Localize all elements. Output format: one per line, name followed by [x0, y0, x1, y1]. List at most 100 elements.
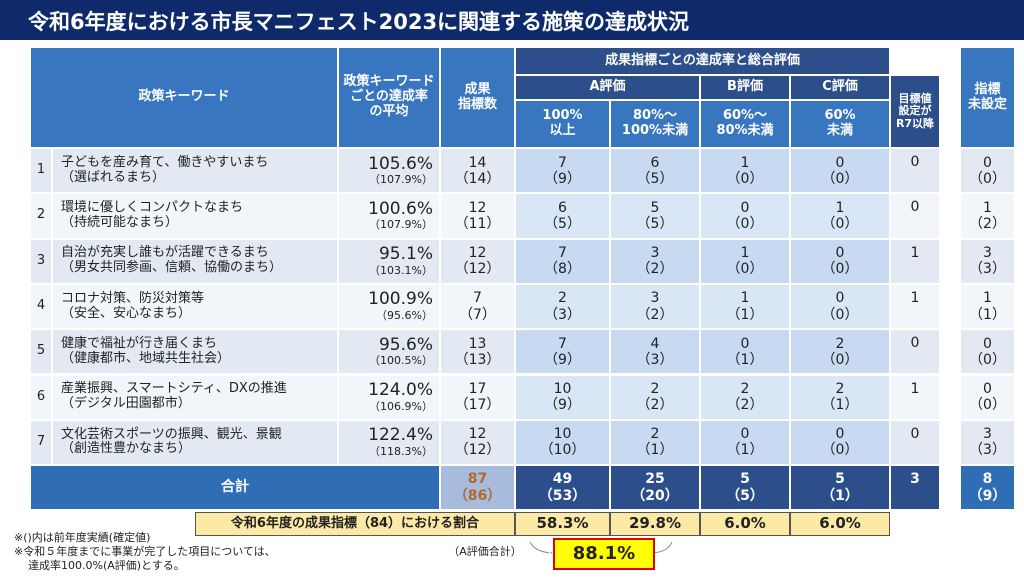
row-r7: 1: [890, 238, 940, 284]
row-cell: 17 （17）: [440, 374, 515, 420]
row-no: 4: [30, 283, 52, 330]
row-cell-text: （0）: [821, 306, 859, 323]
ratio-value: 58.3%: [515, 512, 610, 536]
total-cell: 25 （20）: [610, 465, 700, 510]
row-rate-text: （106.9%）: [369, 399, 433, 413]
row-no-text: 1: [36, 162, 46, 178]
row-cell: 7 （7）: [440, 283, 515, 330]
header-c1-text: 60%: [824, 108, 856, 124]
row-cell-text: 0: [835, 426, 845, 443]
row-rate-text: （95.6%）: [376, 308, 433, 322]
ratio-value: 29.8%: [610, 512, 700, 536]
row-cell-text: 0: [740, 199, 750, 216]
row-cell-text: 13: [468, 335, 487, 352]
total-cell-text: （86）: [453, 487, 502, 504]
row-keyword-text: 健康で福祉が行き届くまち: [61, 335, 218, 351]
row-cell: 4 （3）: [610, 329, 700, 375]
row-cell: 0 （0）: [790, 419, 890, 466]
row-cell: 0 （0）: [790, 148, 890, 194]
row-cell-text: （9）: [544, 397, 581, 414]
row-unset-text: （0）: [969, 351, 1006, 368]
row-cell-text: 12: [468, 199, 487, 216]
header-unset: 指標 未設定: [960, 47, 1015, 148]
row-cell-text: 12: [468, 426, 487, 443]
row-rate: 122.4% （118.3%）: [338, 419, 440, 466]
row-keyword-text: （選ばれるまち）: [61, 169, 166, 185]
row-cell-text: 1: [740, 245, 750, 262]
header-unset-text: 未設定: [967, 96, 1007, 112]
row-cell-text: （10）: [539, 442, 586, 459]
header-b-text: B評価: [727, 79, 763, 95]
row-cell-text: （9）: [544, 170, 581, 187]
row-cell-text: 6: [558, 199, 567, 216]
row-cell: 1 （0）: [700, 238, 790, 284]
row-keyword-text: （創造性豊かなまち）: [61, 441, 192, 457]
total-cell: 49 （53）: [515, 465, 610, 510]
row-cell: 12 （11）: [440, 193, 515, 239]
note: ※令和５年度までに事業が完了した項目については、: [14, 545, 276, 558]
row-cell-text: 14: [468, 154, 487, 171]
row-cell-text: （0）: [821, 442, 859, 459]
total-cell: 5 （5）: [700, 465, 790, 510]
row-cell-text: 0: [835, 290, 845, 307]
row-rate-text: 95.1%: [378, 244, 433, 265]
header-c1: 60% 未満: [790, 100, 890, 148]
row-keyword: 文化芸術スポーツの振興、観光、景観 （創造性豊かなまち）: [52, 419, 338, 466]
row-cell-text: （5）: [636, 215, 674, 232]
header-rate: 政策キーワード ごとの達成率 の平均: [338, 47, 440, 148]
row-cell-text: （12）: [454, 442, 501, 459]
row-cell-text: （11）: [454, 215, 501, 232]
row-cell-text: （1）: [726, 442, 764, 459]
row-cell-text: 0: [740, 335, 750, 352]
row-rate-text: （100.5%）: [369, 354, 433, 368]
header-a1-text: 100%: [542, 108, 583, 124]
header-r7-text: 目標値: [898, 91, 932, 105]
row-cell-text: （13）: [454, 351, 501, 368]
total-unset-text: （9）: [968, 487, 1007, 504]
header-a2: 80%～ 100%未満: [610, 100, 700, 148]
row-unset: 0 （0）: [960, 374, 1015, 420]
row-cell-text: （0）: [821, 170, 859, 187]
row-cell-text: （12）: [454, 261, 501, 278]
row-cell: 7 （9）: [515, 329, 610, 375]
row-unset: 0 （0）: [960, 329, 1015, 375]
total-cell-text: 25: [645, 471, 665, 488]
row-cell-text: 2: [650, 381, 660, 398]
row-r7-text: 1: [910, 244, 920, 261]
row-r7-text: 0: [910, 154, 920, 170]
row-cell-text: （5）: [636, 170, 674, 187]
row-keyword-text: 文化芸術スポーツの振興、観光、景観: [61, 426, 282, 442]
row-cell: 3 （2）: [610, 283, 700, 330]
row-cell: 7 （8）: [515, 238, 610, 284]
total-cell-text: （53）: [538, 487, 587, 504]
row-r7-text: 1: [910, 289, 920, 306]
header-count-text: 成果: [464, 81, 491, 97]
ratio-label-text: 令和6年度の成果指標（84）における割合: [230, 515, 480, 531]
row-rate-text: 105.6%: [368, 153, 433, 174]
row-no-text: 7: [36, 433, 46, 449]
row-unset-text: （3）: [969, 442, 1006, 459]
row-cell-text: （9）: [544, 351, 581, 368]
row-no-text: 4: [36, 298, 46, 314]
row-unset-text: （3）: [969, 261, 1006, 278]
header-r7-text: R7以降: [895, 116, 935, 130]
row-keyword-text: 子どもを産み育て、働きやすいまち: [61, 154, 269, 170]
row-cell: 1 （0）: [700, 148, 790, 194]
header-c-text: C評価: [822, 79, 858, 95]
header-a-text: A評価: [589, 79, 626, 95]
row-keyword-text: コロナ対策、防災対策等: [61, 290, 205, 306]
ratio-value: 6.0%: [790, 512, 890, 536]
row-keyword-text: （デジタル田園都市）: [61, 396, 191, 412]
row-unset: 0 （0）: [960, 148, 1015, 194]
row-rate-text: （107.9%）: [369, 218, 433, 232]
row-keyword-text: （健康都市、地域共生社会）: [61, 350, 231, 366]
row-cell-text: （0）: [821, 261, 859, 278]
row-unset-text: 3: [983, 245, 992, 262]
row-no-text: 5: [36, 343, 46, 359]
header-c: C評価: [790, 75, 890, 100]
row-cell: 2 （0）: [790, 329, 890, 375]
row-rate-text: 95.6%: [378, 334, 433, 355]
total-cell-text: 49: [552, 471, 573, 488]
row-unset: 3 （3）: [960, 238, 1015, 284]
